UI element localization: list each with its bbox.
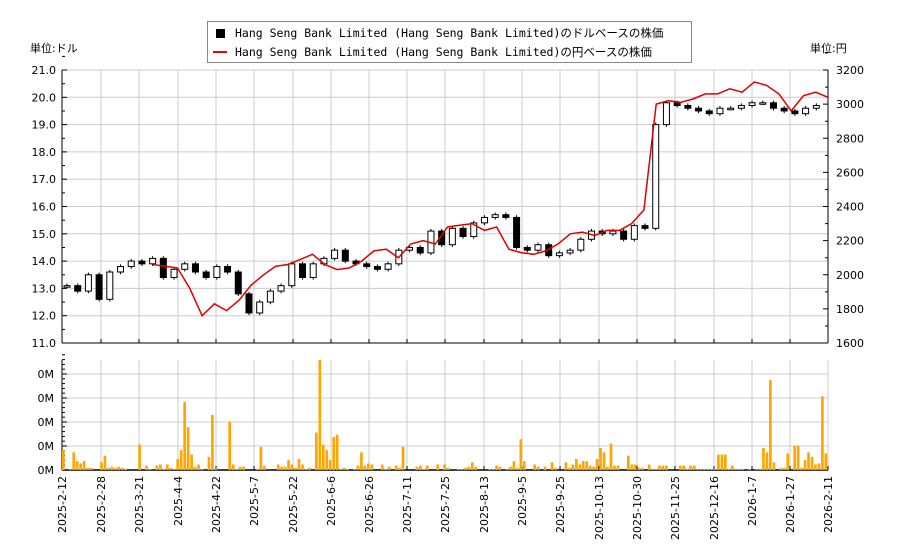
x-tick-label: 2025-6-26 bbox=[363, 476, 376, 533]
x-tick-label: 2025-2-12 bbox=[56, 476, 69, 533]
x-tick-label: 2025-12-16 bbox=[708, 476, 721, 540]
y-tick-right: 1600 bbox=[836, 337, 864, 350]
left-axis-unit: 単位:ドル bbox=[30, 42, 78, 55]
y-tick-right: 3000 bbox=[836, 98, 864, 111]
red-line-swatch-icon bbox=[213, 51, 227, 53]
y-tick-left: 20.0 bbox=[32, 91, 57, 104]
legend-usd-label: Hang Seng Bank Limited (Hang Seng Bank L… bbox=[235, 26, 664, 40]
chart-legend: Hang Seng Bank Limited (Hang Seng Bank L… bbox=[207, 21, 692, 63]
x-tick-label: 2026-1-7 bbox=[746, 476, 759, 526]
x-tick-label: 2025-5-7 bbox=[248, 476, 261, 526]
y-tick-right: 2600 bbox=[836, 166, 864, 179]
y-tick-left: 18.0 bbox=[32, 146, 57, 159]
x-tick-label: 2025-8-13 bbox=[478, 476, 491, 533]
x-tick-label: 2025-9-5 bbox=[516, 476, 529, 526]
x-tick-label: 2025-3-21 bbox=[133, 476, 146, 533]
legend-jpy-label: Hang Seng Bank Limited (Hang Seng Bank L… bbox=[235, 45, 652, 59]
y-tick-left: 12.0 bbox=[32, 310, 57, 323]
x-tick-label: 2025-2-28 bbox=[95, 476, 108, 533]
y-tick-left: 16.0 bbox=[32, 201, 57, 214]
x-tick-label: 2025-10-13 bbox=[593, 476, 606, 540]
volume-y-tick: 0M bbox=[38, 368, 55, 381]
candlestick-swatch-icon bbox=[216, 29, 225, 38]
x-tick-label: 2025-9-25 bbox=[554, 476, 567, 533]
y-tick-left: 14.0 bbox=[32, 255, 57, 268]
x-tick-label: 2025-4-22 bbox=[210, 476, 223, 533]
x-tick-label: 2026-1-27 bbox=[784, 476, 797, 533]
y-tick-left: 19.0 bbox=[32, 119, 57, 132]
x-tick-label: 2025-7-11 bbox=[401, 476, 414, 533]
legend-item-jpy: Hang Seng Bank Limited (Hang Seng Bank L… bbox=[213, 43, 652, 61]
y-tick-right: 2200 bbox=[836, 235, 864, 248]
x-tick-label: 2025-7-25 bbox=[439, 476, 452, 533]
legend-item-usd: Hang Seng Bank Limited (Hang Seng Bank L… bbox=[214, 24, 663, 42]
y-tick-right: 2400 bbox=[836, 201, 864, 214]
x-tick-label: 2026-2-11 bbox=[822, 476, 835, 533]
y-tick-right: 1800 bbox=[836, 303, 864, 316]
right-axis-unit: 単位:円 bbox=[810, 42, 847, 55]
y-tick-left: 13.0 bbox=[32, 282, 57, 295]
y-tick-right: 2800 bbox=[836, 132, 864, 145]
volume-y-tick: 0M bbox=[38, 440, 55, 453]
volume-y-tick: 0M bbox=[38, 416, 55, 429]
x-tick-label: 2025-11-25 bbox=[669, 476, 682, 540]
volume-bars bbox=[62, 360, 828, 470]
x-tick-label: 2025-5-22 bbox=[287, 476, 300, 533]
x-tick-label: 2025-10-30 bbox=[631, 476, 644, 540]
y-tick-left: 11.0 bbox=[32, 337, 57, 350]
y-tick-left: 15.0 bbox=[32, 228, 57, 241]
y-tick-right: 2000 bbox=[836, 269, 864, 282]
y-tick-right: 3200 bbox=[836, 64, 864, 77]
y-tick-left: 17.0 bbox=[32, 173, 57, 186]
y-tick-left: 21.0 bbox=[32, 64, 57, 77]
volume-y-tick: 0M bbox=[38, 464, 55, 477]
usd-candlesticks bbox=[63, 100, 820, 316]
jpy-price-line bbox=[152, 81, 829, 317]
x-tick-label: 2025-4-4 bbox=[172, 476, 185, 526]
volume-y-tick: 0M bbox=[38, 392, 55, 405]
x-tick-label: 2025-6-6 bbox=[325, 476, 338, 526]
